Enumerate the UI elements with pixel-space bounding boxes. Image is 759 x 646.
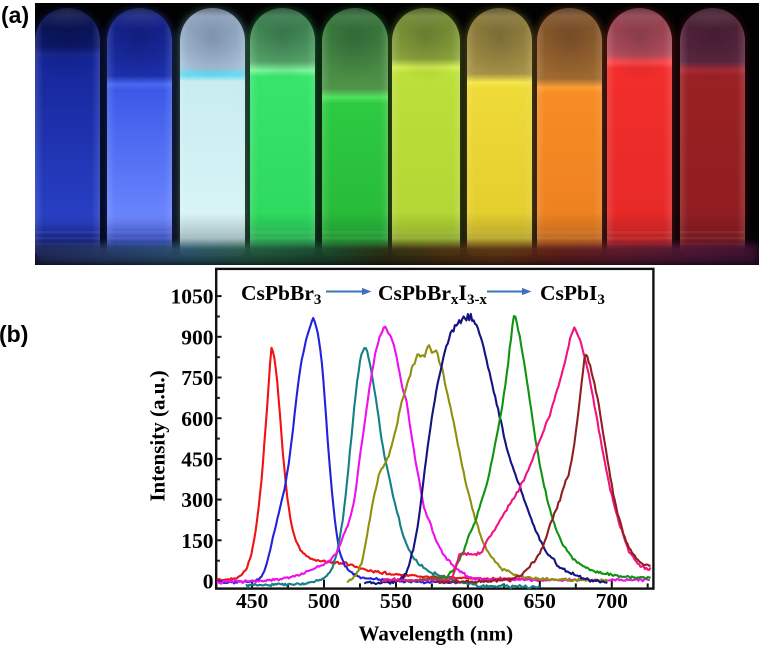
svg-text:Wavelength (nm): Wavelength (nm) — [359, 622, 514, 646]
svg-text:300: 300 — [181, 488, 213, 512]
svg-text:1050: 1050 — [171, 285, 214, 309]
svg-text:450: 450 — [236, 589, 268, 613]
svg-text:CsPbBrxI3-x: CsPbBrxI3-x — [378, 280, 487, 308]
svg-text:Intensity (a.u.): Intensity (a.u.) — [146, 370, 170, 501]
svg-text:0: 0 — [203, 570, 214, 594]
svg-text:CsPbI3: CsPbI3 — [540, 281, 605, 308]
svg-text:700: 700 — [596, 589, 628, 613]
svg-text:900: 900 — [181, 325, 213, 349]
svg-text:150: 150 — [181, 529, 213, 553]
svg-text:650: 650 — [524, 589, 556, 613]
svg-text:600: 600 — [181, 407, 213, 431]
svg-text:450: 450 — [181, 448, 213, 472]
svg-text:600: 600 — [452, 589, 484, 613]
svg-text:CsPbBr3: CsPbBr3 — [241, 281, 321, 308]
svg-text:550: 550 — [380, 589, 412, 613]
svg-text:500: 500 — [308, 589, 340, 613]
svg-text:750: 750 — [181, 366, 213, 390]
